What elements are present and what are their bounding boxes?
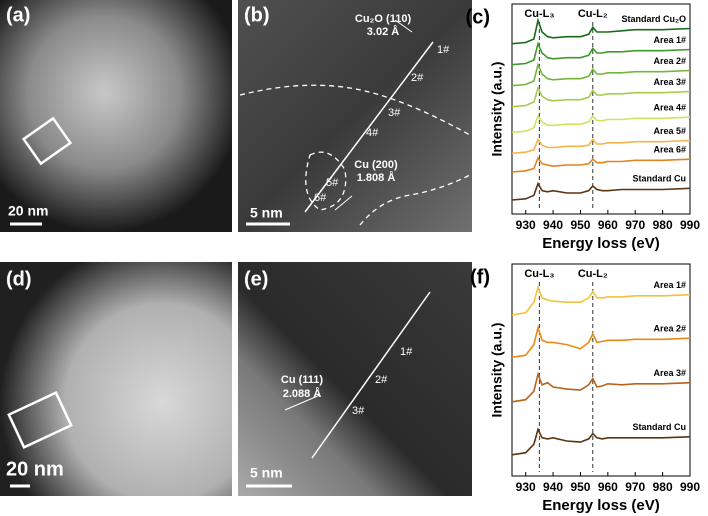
panel-label: (c): [466, 6, 490, 28]
x-axis-label: Energy loss (eV): [542, 235, 660, 252]
reference-label: Cu-L₃: [524, 268, 554, 280]
fringe: [334, 195, 353, 211]
x-axis-label: Energy loss (eV): [542, 497, 660, 514]
x-tick-label: 950: [570, 218, 590, 232]
point-label: 2#: [411, 72, 424, 84]
micrograph: [0, 0, 232, 232]
legend-label: Standard Cu₂O: [621, 14, 686, 24]
panel-b: Cu₂O (110) 3.02 Å Cu (200) 1.808 Å 1# 2#…: [238, 0, 472, 232]
spacing-label: 3.02 Å: [367, 25, 399, 38]
spectrum: [511, 284, 691, 316]
reference-label: Cu-L₃: [524, 8, 554, 20]
point-label: 2#: [375, 374, 388, 386]
scale-text: 20 nm: [6, 458, 64, 480]
legend-label: Area 3#: [653, 77, 686, 87]
plot-frame: [511, 3, 691, 215]
panel-label: (f): [470, 266, 490, 288]
reference-label: Cu-L₂: [578, 8, 608, 20]
legend-label: Area 2#: [653, 324, 686, 334]
y-axis-label: Intensity (a.u.): [489, 323, 505, 418]
x-tick-label: 940: [543, 480, 563, 494]
x-tick-label: 980: [653, 218, 673, 232]
point-label: 6#: [314, 192, 327, 204]
legend-label: Area 2#: [653, 56, 686, 66]
panel-label: (b): [244, 4, 270, 26]
scale-text: 5 nm: [250, 205, 283, 221]
spectrum: [511, 114, 691, 134]
line-profile: [311, 291, 431, 459]
selection-box: [7, 391, 73, 449]
point-label: 1#: [400, 346, 413, 358]
spacing-label: 2.088 Å: [283, 387, 322, 400]
point-label: 3#: [388, 107, 401, 119]
plot-frame: [511, 263, 691, 477]
point-label: 1#: [437, 44, 450, 56]
spectrum: [511, 156, 691, 173]
x-tick-label: 940: [543, 218, 563, 232]
spectrum: [511, 62, 691, 87]
panel-d: (d) 20 nm: [0, 262, 232, 496]
x-tick-label: 990: [680, 218, 700, 232]
spectrum: [511, 41, 691, 66]
point-label: 5#: [326, 177, 339, 189]
panel-e: Cu (111) 2.088 Å 1# 2# 3# (e) 5 nm: [238, 262, 472, 496]
fringe: [284, 394, 321, 411]
x-tick-label: 960: [598, 480, 618, 494]
fringe: [394, 19, 413, 33]
legend-label: Standard Cu: [632, 174, 686, 184]
spectrum: [511, 427, 691, 456]
spectrum: [511, 371, 691, 403]
selection-box: [21, 116, 73, 166]
plane-label: Cu (200): [354, 159, 398, 171]
panel-label: (e): [244, 268, 268, 290]
legend-label: Area 4#: [653, 103, 686, 113]
x-tick-label: 950: [570, 480, 590, 494]
micrograph: [238, 262, 472, 496]
boundary: [359, 174, 471, 226]
legend-label: Area 1#: [653, 35, 686, 45]
x-tick-label: 990: [680, 480, 700, 494]
x-tick-label: 960: [598, 218, 618, 232]
spectrum: [511, 137, 691, 155]
y-axis-label: Intensity (a.u.): [489, 62, 505, 157]
plane-label: Cu (111): [281, 374, 324, 386]
spacing-label: 1.808 Å: [357, 171, 396, 184]
boundary: [239, 84, 471, 136]
plane-label: Cu₂O (110): [355, 13, 412, 25]
spectrum: [511, 181, 691, 201]
legend-label: Area 1#: [653, 280, 686, 290]
x-tick-label: 930: [516, 480, 536, 494]
legend-label: Area 6#: [653, 145, 686, 155]
spectrum: [511, 85, 691, 108]
x-tick-label: 970: [625, 480, 645, 494]
legend-label: Area 3#: [653, 368, 686, 378]
reference-label: Cu-L₂: [578, 268, 608, 280]
spectrum: [511, 324, 691, 359]
micrograph: [238, 0, 472, 232]
x-tick-label: 930: [516, 218, 536, 232]
panel-a: (a) 20 nm: [0, 0, 232, 232]
line-profile: [304, 41, 434, 213]
scale-text: 20 nm: [8, 203, 48, 219]
x-tick-label: 970: [625, 218, 645, 232]
micrograph: [0, 262, 232, 496]
panel-label: (d): [6, 268, 32, 290]
point-label: 3#: [352, 405, 365, 417]
panel-label: (a): [6, 4, 30, 26]
boundary: [305, 151, 347, 211]
x-tick-label: 980: [653, 480, 673, 494]
spectrum: [511, 17, 691, 45]
scale-text: 5 nm: [250, 465, 283, 481]
point-label: 4#: [366, 127, 379, 139]
legend-label: Standard Cu: [632, 422, 686, 432]
legend-label: Area 5#: [653, 126, 686, 136]
